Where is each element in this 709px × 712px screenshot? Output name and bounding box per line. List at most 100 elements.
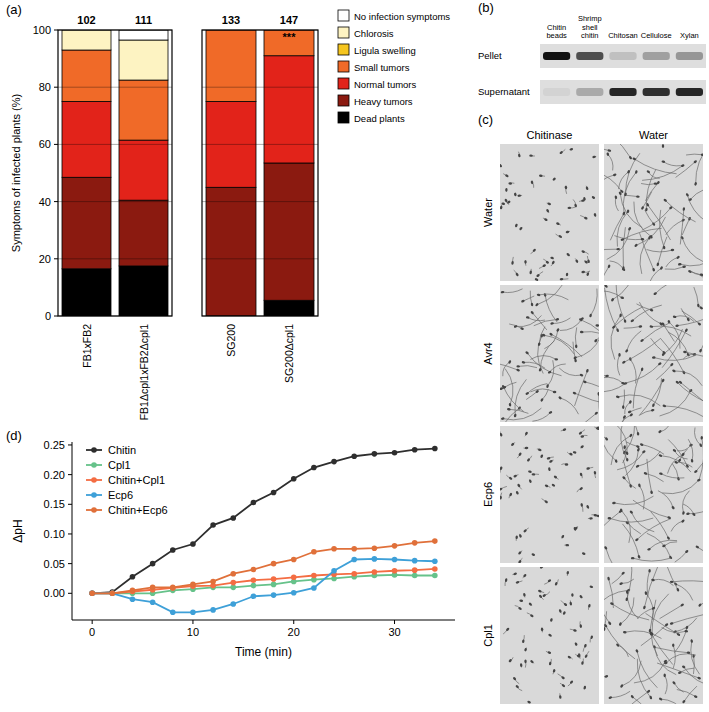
hypha bbox=[677, 690, 696, 697]
spore bbox=[651, 578, 655, 581]
spore bbox=[666, 536, 670, 540]
spore bbox=[581, 271, 585, 274]
spore bbox=[544, 500, 548, 504]
spore bbox=[526, 458, 530, 462]
hypha bbox=[613, 144, 631, 158]
hypha bbox=[532, 313, 547, 330]
hypha bbox=[604, 377, 623, 383]
spore bbox=[546, 209, 550, 213]
spore bbox=[523, 573, 527, 577]
spore bbox=[553, 391, 557, 393]
hypha bbox=[676, 462, 692, 467]
spore bbox=[621, 382, 625, 385]
spore bbox=[520, 663, 523, 667]
spore bbox=[589, 585, 593, 588]
spore bbox=[661, 378, 665, 382]
spore bbox=[637, 448, 641, 452]
spore bbox=[566, 571, 569, 575]
spore bbox=[629, 413, 633, 417]
spore bbox=[520, 327, 524, 330]
spore bbox=[645, 207, 648, 211]
tick-label: 0.25 bbox=[44, 439, 65, 451]
spore bbox=[652, 268, 656, 272]
spore bbox=[579, 624, 582, 628]
hypha bbox=[540, 341, 554, 370]
point bbox=[311, 573, 317, 579]
lane-label: Chitosan bbox=[608, 31, 638, 40]
hypha bbox=[655, 285, 684, 294]
legend-swatch bbox=[338, 10, 349, 21]
spore bbox=[574, 642, 578, 646]
spore bbox=[692, 512, 696, 516]
hypha bbox=[606, 548, 627, 563]
hypha bbox=[527, 384, 547, 394]
hypha bbox=[648, 205, 671, 240]
spore bbox=[616, 395, 620, 398]
lane-label: Cellulose bbox=[641, 31, 672, 40]
spore bbox=[572, 391, 576, 394]
point bbox=[251, 583, 257, 589]
tick bbox=[394, 620, 395, 624]
hypha bbox=[528, 317, 545, 320]
spore bbox=[629, 510, 633, 514]
spore bbox=[565, 544, 569, 546]
hypha bbox=[509, 324, 522, 329]
spore bbox=[545, 260, 549, 264]
spore bbox=[515, 272, 519, 276]
hypha bbox=[604, 175, 615, 182]
spore bbox=[612, 325, 616, 329]
hypha bbox=[654, 647, 676, 675]
spore bbox=[548, 633, 552, 637]
hypha bbox=[642, 166, 683, 181]
spore bbox=[523, 529, 527, 533]
micrograph bbox=[604, 285, 703, 422]
legend-label: No infection symptoms bbox=[354, 11, 450, 22]
tick bbox=[192, 620, 193, 624]
hypha bbox=[582, 332, 599, 334]
point bbox=[170, 609, 176, 615]
hypha bbox=[622, 691, 648, 704]
spore bbox=[613, 173, 617, 177]
hypha bbox=[606, 626, 635, 659]
spore bbox=[622, 211, 626, 215]
hypha bbox=[622, 661, 641, 686]
hypha bbox=[585, 382, 599, 393]
spore bbox=[591, 196, 595, 200]
sample-size: 147 bbox=[280, 14, 298, 26]
spore bbox=[521, 299, 525, 303]
hypha bbox=[637, 651, 657, 688]
spore bbox=[531, 303, 534, 307]
spore bbox=[682, 665, 686, 669]
tick bbox=[92, 620, 93, 624]
point bbox=[331, 459, 337, 465]
hypha bbox=[615, 426, 628, 453]
hypha bbox=[696, 447, 703, 471]
spore bbox=[636, 445, 640, 449]
hypha bbox=[626, 364, 660, 383]
spore bbox=[628, 156, 632, 160]
hypha bbox=[530, 291, 532, 305]
spore bbox=[648, 569, 651, 573]
hypha bbox=[672, 615, 703, 624]
point bbox=[291, 557, 297, 563]
hypha bbox=[683, 504, 694, 514]
hypha bbox=[610, 213, 624, 240]
hypha bbox=[617, 355, 619, 376]
spore bbox=[659, 472, 663, 475]
spore bbox=[594, 471, 597, 475]
point bbox=[412, 447, 418, 453]
spore bbox=[619, 582, 623, 585]
band bbox=[543, 88, 570, 96]
hypha bbox=[505, 369, 513, 405]
spore bbox=[623, 319, 626, 323]
spore bbox=[640, 443, 644, 447]
hypha bbox=[663, 162, 681, 166]
blot-strip bbox=[540, 80, 706, 104]
spore bbox=[626, 458, 629, 462]
spore bbox=[658, 697, 662, 701]
spore bbox=[643, 605, 646, 609]
spore bbox=[662, 144, 665, 148]
hypha bbox=[676, 584, 693, 600]
spore bbox=[654, 182, 658, 184]
spore bbox=[682, 207, 685, 211]
